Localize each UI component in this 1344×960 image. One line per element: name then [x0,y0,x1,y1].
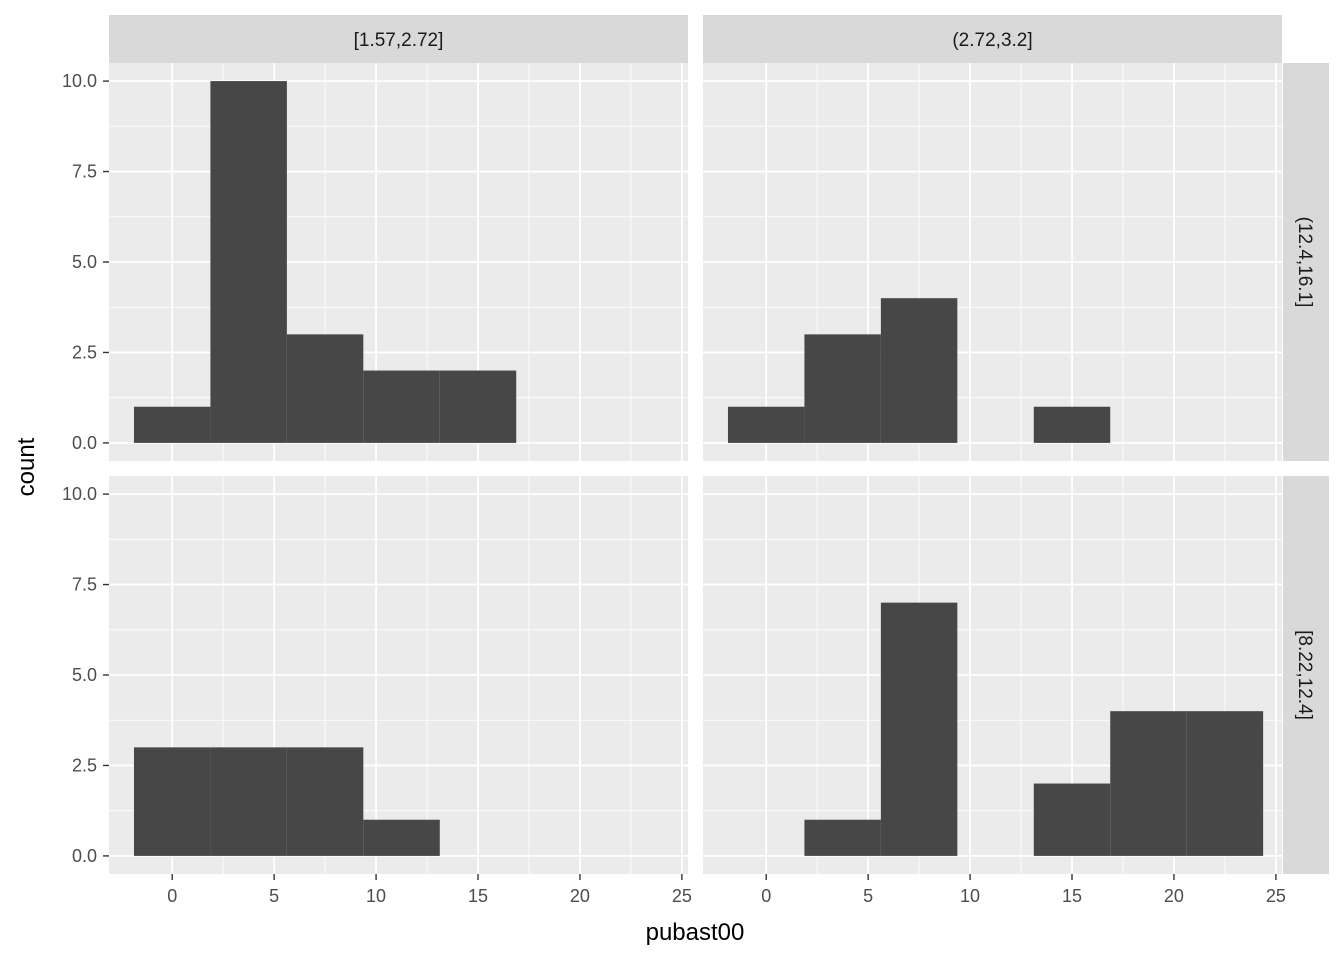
y-tick-label: 7.5 [72,575,97,595]
x-axis-column-1: 0 5 10 15 20 25 [167,874,692,906]
histogram-bar [286,334,364,443]
y-tick-label: 2.5 [72,342,97,362]
facet-strip-label: [1.57,2.72] [354,30,444,51]
x-tick-label: 10 [960,886,980,906]
histogram-bar [133,406,211,443]
strip-background [703,15,1282,63]
strip-background [1283,476,1329,874]
x-tick-label: 15 [1062,886,1082,906]
facet-strips: [1.57,2.72] (2.72,3.2] (12.4,16.1] [8.22,12… [109,15,1329,874]
panel-r2-c2 [703,476,1282,874]
x-tick-label: 5 [863,886,873,906]
x-axis-column-2: 0 5 10 15 20 25 [761,874,1286,906]
x-tick-label: 25 [1266,886,1286,906]
x-tick-label: 15 [468,886,488,906]
facet-strip-label: [8.22,12.4] [1294,630,1315,720]
y-tick-label: 10.0 [62,484,97,504]
panel-r1-c2 [703,63,1282,461]
histogram-bar [727,406,805,443]
y-tick-label: 0.0 [72,433,97,453]
y-tick-label: 0.0 [72,846,97,866]
histogram-bar [439,370,517,443]
histogram-bar [1186,711,1264,856]
panels-layer [109,63,1282,874]
x-tick-label: 20 [1164,886,1184,906]
x-tick-label: 20 [570,886,590,906]
y-axis-title: count [13,437,40,496]
histogram-bar [363,819,440,856]
histogram-bar [880,602,958,856]
x-axes: 0 5 10 15 20 25 0 5 10 15 20 25 [167,874,1286,906]
y-tick-label: 5.0 [72,252,97,272]
strip-background [109,15,688,63]
x-tick-label: 5 [269,886,279,906]
y-tick-label: 7.5 [72,162,97,182]
histogram-bar [880,298,958,443]
histogram-bar [286,747,364,856]
y-tick-label: 5.0 [72,665,97,685]
histogram-bar [804,819,881,856]
x-tick-label: 0 [761,886,771,906]
x-tick-label: 25 [672,886,692,906]
histogram-bar [804,334,881,443]
y-tick-label: 2.5 [72,755,97,775]
x-axis-title: pubast00 [646,919,745,946]
facet-strip-row-2: [8.22,12.4] [1283,476,1329,874]
y-axes: 0.0 2.5 5.0 7.5 10.0 0.0 2.5 5.0 7.5 10.0 [62,71,109,866]
strip-background [1283,63,1329,461]
panel-r1-c1 [109,63,688,461]
y-axis-row-2: 0.0 2.5 5.0 7.5 10.0 [62,484,109,866]
x-tick-label: 0 [167,886,177,906]
x-tick-label: 10 [366,886,386,906]
facet-strip-column-2: (2.72,3.2] [703,15,1282,63]
histogram-bar [210,81,287,443]
facet-strip-row-1: (12.4,16.1] [1283,63,1329,461]
facet-strip-label: (12.4,16.1] [1294,217,1315,308]
histogram-bar [1033,783,1111,856]
facet-strip-label: (2.72,3.2] [952,30,1032,51]
y-axis-row-1: 0.0 2.5 5.0 7.5 10.0 [62,71,109,453]
histogram-bar [1033,406,1111,443]
histogram-bar [133,747,211,856]
histogram-bar [363,370,440,443]
histogram-bar [210,747,287,856]
histogram-bar [1110,711,1187,856]
y-tick-label: 10.0 [62,71,97,91]
facet-strip-column-1: [1.57,2.72] [109,15,688,63]
panel-r2-c1 [109,476,688,874]
